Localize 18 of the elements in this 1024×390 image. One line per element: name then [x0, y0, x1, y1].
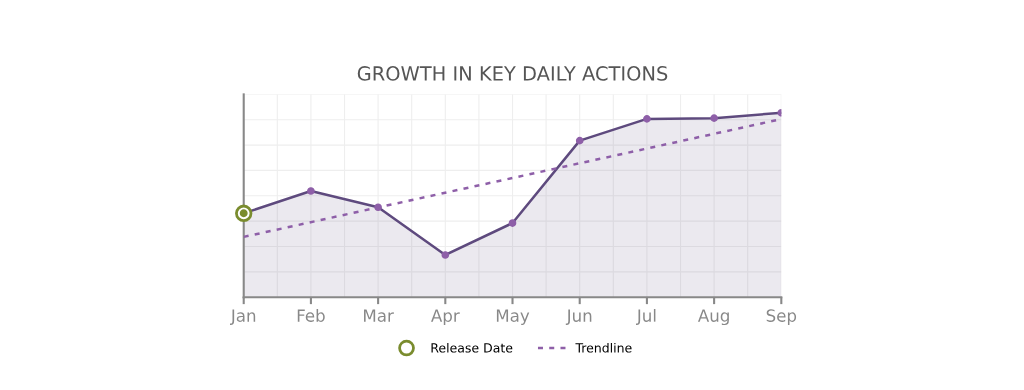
legend-label: Trendline — [575, 342, 632, 353]
legend-label: Release Date — [431, 342, 513, 353]
x-tick-label: Feb — [297, 308, 325, 322]
x-tick-label: Sep — [766, 309, 797, 326]
x-tick-label: Apr — [431, 309, 460, 326]
point — [643, 115, 651, 123]
point — [441, 251, 450, 259]
chart-title: GROWTH IN KEY DAILY ACTIONS — [357, 66, 668, 81]
x-tick-label: Mar — [364, 309, 394, 322]
point — [710, 114, 718, 122]
point — [575, 136, 584, 145]
x-tick-label: Aug — [697, 309, 729, 326]
point — [508, 219, 517, 227]
x-tick-label: Jul — [636, 308, 656, 325]
x-tick-label: Jan — [230, 309, 256, 325]
x-tick-label: Jun — [565, 309, 592, 325]
point — [307, 187, 315, 195]
x-tick-label: May — [496, 309, 530, 326]
